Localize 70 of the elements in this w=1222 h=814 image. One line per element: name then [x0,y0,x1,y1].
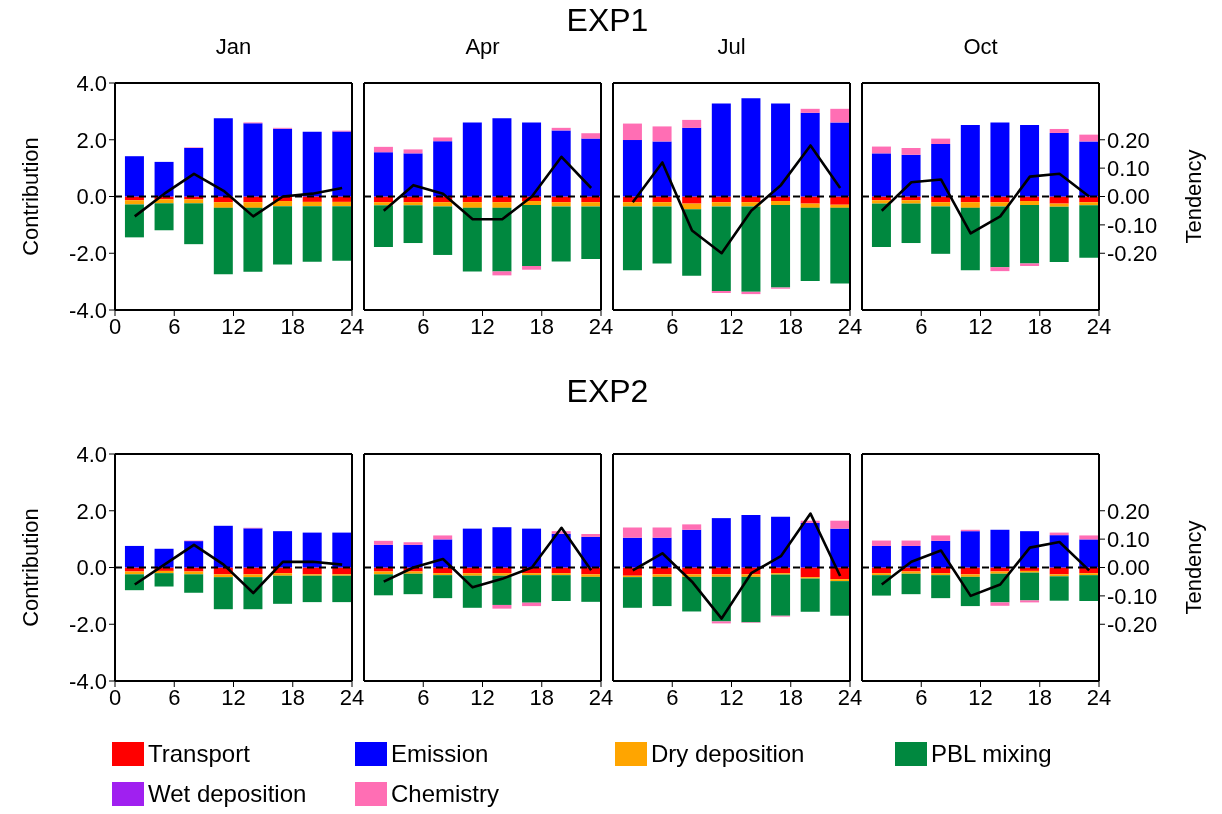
y2-tick-label: -0.20 [1107,241,1158,267]
y2-tick-label: 0.20 [1107,127,1150,153]
x-tick-label: 18 [778,684,803,710]
legend-label: Dry deposition [650,740,805,768]
x-tick-label: 12 [968,684,993,710]
y2-tick-label: -0.20 [1107,612,1158,638]
y2-tick-label: 0.00 [1107,555,1150,581]
x-tick-label: 12 [221,313,246,339]
y2-tick-label: 0.10 [1107,526,1150,552]
chart-title: Oct [962,33,999,61]
x-tick-label: 12 [968,313,993,339]
x-tick-label: 6 [417,684,430,710]
x-tick-label: 6 [666,684,679,710]
legend-label: Wet deposition [147,780,307,808]
x-tick-label: 24 [1086,313,1112,339]
x-tick-label: 24 [339,313,365,339]
x-tick-label: 18 [529,313,554,339]
chart-title: Apr [465,34,500,59]
x-tick-label: 24 [339,684,365,710]
x-tick-label: 18 [1027,684,1052,710]
y2-tick-label: 0.00 [1107,184,1150,210]
y2-tick-label: 0.20 [1107,498,1150,524]
legend-label: Chemistry [390,780,500,808]
y2-axis-title: Tendency [1180,149,1206,244]
x-tick-label: 18 [529,684,554,710]
x-tick-label: 24 [837,313,863,339]
x-tick-label: 12 [719,313,744,339]
y-tick-label: -4.0 [69,668,107,694]
x-tick-label: 6 [666,313,679,339]
x-tick-label: 6 [168,313,181,339]
y-tick-label: 4.0 [76,441,107,467]
y2-axis-title: Tendency [1180,520,1206,615]
legend-label: Transport [147,740,250,768]
legend-label: Emission [390,740,489,768]
y-tick-label: 2.0 [76,127,107,153]
y-tick-label: -4.0 [69,297,107,323]
y-axis-title: Contribution [17,508,43,627]
x-tick-label: 12 [719,684,744,710]
x-tick-label: 24 [588,684,614,710]
x-tick-label: 24 [1086,684,1112,710]
y2-tick-label: 0.10 [1107,155,1150,181]
chart-title: Jan [214,33,253,61]
x-tick-label: 18 [1027,313,1052,339]
text: EXP2 [565,373,650,410]
x-tick-label: 12 [470,684,495,710]
y-axis-title: Contribution [17,137,43,256]
x-tick-label: 18 [280,313,305,339]
x-tick-label: 6 [168,684,181,710]
x-tick-label: 24 [837,684,863,710]
y-tick-label: 0.0 [76,555,107,581]
text: EXP1 [566,2,649,38]
y-tick-label: -2.0 [69,612,107,638]
x-tick-label: 0 [108,684,122,710]
x-tick-label: 0 [108,313,122,339]
x-tick-label: 6 [915,313,928,339]
y-tick-label: 4.0 [76,70,107,96]
x-tick-label: 18 [280,684,305,710]
x-tick-label: 12 [221,684,246,710]
x-tick-label: 6 [915,684,928,710]
y2-tick-label: -0.10 [1107,583,1158,609]
x-tick-label: 24 [588,313,614,339]
chart-title: Jul [717,34,746,59]
y-tick-label: -2.0 [69,241,107,267]
x-tick-label: 12 [470,313,495,339]
y-tick-label: 0.0 [76,184,107,210]
x-tick-label: 18 [778,313,803,339]
y-tick-label: 2.0 [76,498,107,524]
legend-label: PBL mixing [930,740,1052,768]
y2-tick-label: -0.10 [1107,212,1158,238]
x-tick-label: 6 [417,313,430,339]
